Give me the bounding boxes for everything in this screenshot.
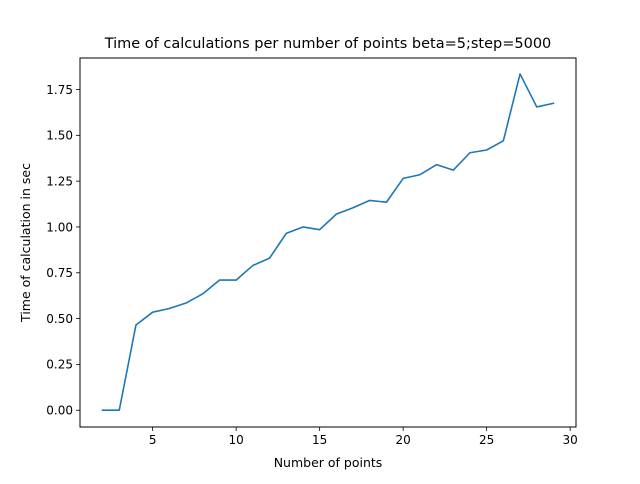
y-tick-label: 0.25: [46, 358, 73, 372]
y-axis-ticks: 0.00 0.25 0.50 0.75 1.00 1.25 1.50 1.75: [46, 83, 80, 418]
x-tick-label: 25: [479, 433, 494, 447]
plot-area: [80, 58, 576, 427]
x-tick-label: 30: [563, 433, 578, 447]
x-tick-label: 20: [396, 433, 411, 447]
y-tick-label: 1.50: [46, 129, 73, 143]
y-tick-label: 0.75: [46, 266, 73, 280]
y-tick-label: 1.00: [46, 220, 73, 234]
plot-frame: [79, 57, 577, 428]
x-axis-label: Number of points: [274, 455, 383, 470]
y-tick-label: 1.25: [46, 174, 73, 188]
y-tick-label: 1.75: [46, 83, 73, 97]
y-tick-label: 0.00: [46, 404, 73, 418]
series-layer: [101, 73, 555, 412]
series-line: [101, 73, 555, 412]
y-tick-label: 0.50: [46, 312, 73, 326]
y-axis-label: Time of calculation in sec: [18, 163, 33, 323]
x-axis-ticks: 5 10 15 20 25 30: [149, 427, 578, 447]
x-tick-label: 15: [312, 433, 327, 447]
x-tick-label: 5: [149, 433, 157, 447]
chart-title: Time of calculations per number of point…: [104, 36, 552, 52]
x-tick-label: 10: [229, 433, 244, 447]
